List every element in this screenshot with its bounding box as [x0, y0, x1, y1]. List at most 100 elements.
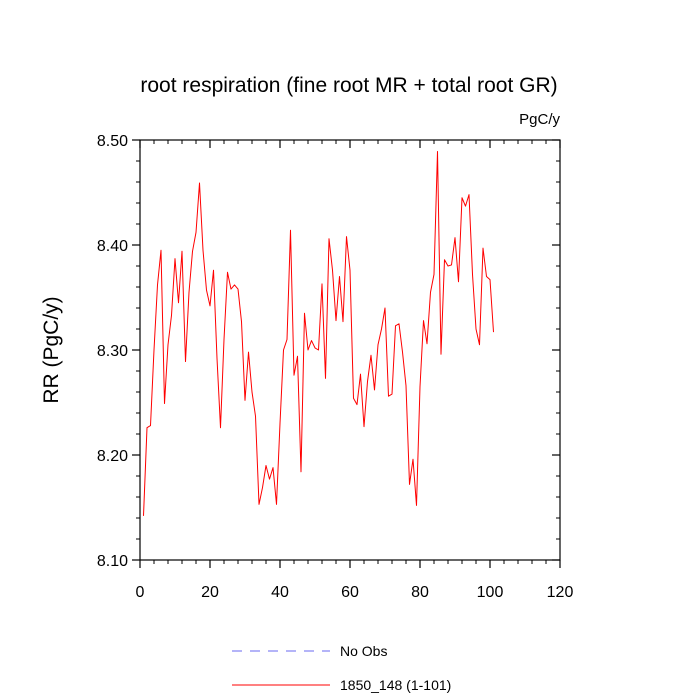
data-point: [153, 349, 154, 350]
data-point: [335, 320, 336, 321]
data-point: [395, 325, 396, 326]
data-point: [440, 354, 441, 355]
data-point: [223, 339, 224, 340]
data-point: [391, 394, 392, 395]
units-label: PgC/y: [519, 111, 560, 128]
data-point: [164, 403, 165, 404]
data-point: [307, 349, 308, 350]
data-point: [160, 250, 161, 251]
x-tick-label: 80: [411, 584, 429, 601]
y-axis-label: RR (PgC/y): [40, 296, 63, 403]
y-tick-label: 8.50: [97, 133, 128, 150]
data-point: [353, 398, 354, 399]
data-point: [269, 479, 270, 480]
data-point: [342, 321, 343, 322]
data-point: [251, 391, 252, 392]
data-point: [374, 389, 375, 390]
y-tick-label: 8.20: [97, 448, 128, 465]
data-point: [262, 487, 263, 488]
legend-label-1850-148: 1850_148 (1-101): [340, 677, 451, 693]
data-point: [220, 427, 221, 428]
data-point: [451, 264, 452, 265]
data-point: [290, 230, 291, 231]
data-point: [143, 515, 144, 516]
data-point: [367, 381, 368, 382]
data-point: [472, 274, 473, 275]
data-point: [405, 385, 406, 386]
data-point: [150, 425, 151, 426]
data-point: [360, 374, 361, 375]
data-point: [346, 236, 347, 237]
data-point: [419, 386, 420, 387]
data-point: [241, 321, 242, 322]
x-tick-label: 20: [201, 584, 219, 601]
data-point: [328, 238, 329, 239]
data-point: [227, 272, 228, 273]
data-point: [325, 378, 326, 379]
x-tick-label: 100: [477, 584, 504, 601]
data-point: [402, 352, 403, 353]
data-point: [283, 349, 284, 350]
data-point: [349, 270, 350, 271]
data-point: [314, 347, 315, 348]
data-point: [181, 251, 182, 252]
data-point: [412, 459, 413, 460]
data-point: [286, 339, 287, 340]
plot-frame: [139, 139, 561, 561]
data-point: [188, 292, 189, 293]
data-point: [185, 361, 186, 362]
legend: No Obs 1850_148 (1-101): [232, 643, 451, 693]
data-point: [230, 289, 231, 290]
data-point: [433, 274, 434, 275]
data-point: [297, 356, 298, 357]
data-point: [398, 323, 399, 324]
y-tick-label: 8.40: [97, 238, 128, 255]
data-point: [489, 279, 490, 280]
data-point: [486, 276, 487, 277]
series-line-1850-148: [143, 151, 494, 516]
data-point: [454, 237, 455, 238]
data-point: [272, 467, 273, 468]
x-tick-label: 40: [271, 584, 289, 601]
data-point: [465, 206, 466, 207]
data-point: [146, 427, 147, 428]
data-point: [174, 258, 175, 259]
data-point: [258, 504, 259, 505]
x-tick-label: 120: [547, 584, 574, 601]
data-point: [381, 328, 382, 329]
data-point: [265, 465, 266, 466]
data-point: [461, 197, 462, 198]
data-point: [423, 320, 424, 321]
data-point: [206, 290, 207, 291]
data-point: [279, 423, 280, 424]
data-point: [157, 284, 158, 285]
data-point: [171, 315, 172, 316]
data-point: [416, 505, 417, 506]
data-point: [475, 328, 476, 329]
y-tick-label: 8.10: [97, 553, 128, 570]
data-point: [178, 302, 179, 303]
data-point: [304, 313, 305, 314]
data-point: [430, 292, 431, 293]
data-point: [276, 504, 277, 505]
chart-title: root respiration (fine root MR + total r…: [140, 74, 557, 97]
data-point: [447, 265, 448, 266]
data-point: [468, 194, 469, 195]
data-point: [234, 284, 235, 285]
data-point: [409, 484, 410, 485]
data-point: [216, 358, 217, 359]
data-point: [248, 352, 249, 353]
data-point: [300, 471, 301, 472]
data-point: [199, 182, 200, 183]
data-point: [377, 344, 378, 345]
data-point: [255, 416, 256, 417]
legend-label-no-obs: No Obs: [340, 643, 387, 659]
data-point: [444, 259, 445, 260]
data-point: [321, 283, 322, 284]
data-point: [318, 349, 319, 350]
data-point: [293, 375, 294, 376]
data-point: [202, 250, 203, 251]
x-tick-labels: 0 20 40 60 80 100 120: [136, 584, 574, 601]
data-point: [479, 344, 480, 345]
